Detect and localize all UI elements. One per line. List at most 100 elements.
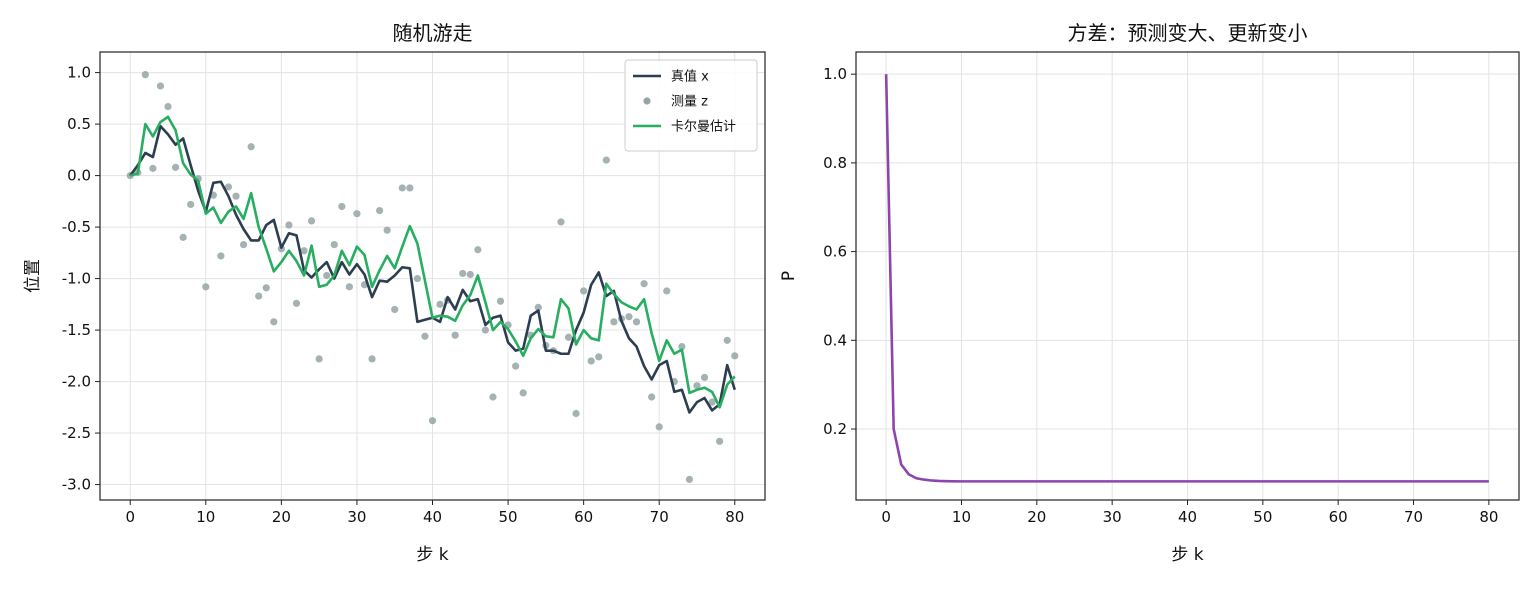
measurement-point <box>391 305 399 314</box>
y-tick-label: 0.0 <box>67 167 91 185</box>
y-tick-label: -1.5 <box>62 321 91 339</box>
measurement-point <box>179 233 187 241</box>
legend-label: 真值 x <box>671 69 709 85</box>
measurement-point <box>474 246 482 254</box>
y-tick-label: 0.5 <box>67 115 91 133</box>
x-tick-label: 50 <box>499 508 518 526</box>
x-tick-label: 20 <box>1027 508 1046 526</box>
measurement-point <box>300 247 308 255</box>
measurement-point <box>723 336 731 344</box>
chart-title: 方差：预测变大、更新变小 <box>1068 21 1308 45</box>
measurement-point <box>338 202 346 211</box>
legend-label: 测量 z <box>671 95 708 110</box>
x-tick-label: 80 <box>1479 508 1498 526</box>
measurement-point <box>595 353 603 361</box>
measurement-point <box>217 252 225 260</box>
x-tick-label: 10 <box>196 508 215 526</box>
measurement-point <box>413 274 421 283</box>
measurement-point <box>202 283 210 291</box>
series-line <box>129 115 736 409</box>
y-tick-label: 1.0 <box>823 65 847 83</box>
measurement-point <box>466 270 474 279</box>
measurement-point <box>255 292 263 300</box>
x-tick-label: 10 <box>952 508 971 526</box>
measurement-point <box>564 333 573 341</box>
measurement-point <box>292 299 301 307</box>
measurement-point <box>156 82 165 90</box>
plot-area <box>126 71 739 484</box>
y-tick-label: -3.0 <box>62 476 91 494</box>
x-tick-label: 40 <box>1178 508 1197 526</box>
measurement-point <box>496 297 505 305</box>
x-tick-label: 70 <box>650 508 669 526</box>
measurement-point <box>149 164 157 172</box>
chart-title: 随机游走 <box>393 21 473 45</box>
x-tick-label: 0 <box>881 508 891 526</box>
measurement-point <box>383 226 391 234</box>
measurement-point <box>610 318 618 326</box>
y-tick-label: 0.4 <box>823 331 847 349</box>
measurement-point <box>663 287 671 295</box>
measurement-point <box>602 156 610 164</box>
y-tick-label: 0.6 <box>823 243 847 261</box>
y-tick-label: -2.5 <box>62 424 91 442</box>
x-tick-label: 60 <box>574 508 593 526</box>
y-tick-label: -0.5 <box>62 218 91 236</box>
measurement-point <box>353 210 361 218</box>
measurement-point <box>376 207 384 215</box>
x-tick-label: 70 <box>1404 508 1423 526</box>
legend-label: 卡尔曼估计 <box>671 120 736 135</box>
measurement-point <box>678 342 686 351</box>
y-tick-label: 0.2 <box>823 420 847 438</box>
y-axis-label: 位置 <box>23 259 43 293</box>
measurement-point <box>625 313 633 321</box>
measurement-point <box>587 357 595 365</box>
measurement-point <box>731 352 739 360</box>
legend-marker <box>643 97 651 105</box>
measurement-point <box>262 284 270 292</box>
x-tick-label: 60 <box>1329 508 1348 526</box>
x-tick-label: 30 <box>1103 508 1122 526</box>
measurement-point <box>239 240 248 249</box>
measurement-point <box>640 280 648 288</box>
chart-2: 0 10 20 30 40 50 60 70 80 1.0 0.8 0.6 0.4 0.2 方差：预测变大、… <box>779 21 1520 565</box>
measurement-point <box>285 221 293 229</box>
series-line <box>884 74 1489 483</box>
measurement-point <box>655 423 663 431</box>
measurement-point <box>315 355 323 363</box>
measurement-point <box>451 331 459 339</box>
measurement-point <box>436 300 444 308</box>
y-tick-label: -2.0 <box>62 373 91 391</box>
measurement-point <box>323 271 331 280</box>
measurement-point <box>693 382 701 390</box>
measurement-point <box>512 362 520 370</box>
measurement-point <box>700 373 709 382</box>
plot-area <box>884 74 1489 483</box>
measurement-point <box>708 398 716 406</box>
measurement-point <box>141 71 149 79</box>
legend-box <box>624 59 758 152</box>
x-tick-label: 50 <box>1253 508 1272 526</box>
measurement-point <box>459 269 467 278</box>
measurement-point <box>232 192 240 200</box>
measurement-point <box>519 389 527 397</box>
x-axis-label: 步 k <box>1171 545 1203 565</box>
measurement-point <box>685 475 694 484</box>
measurement-point <box>572 409 580 418</box>
legend: 真值 x 测量 z 卡尔曼估计 <box>624 59 758 152</box>
measurement-point <box>345 283 353 291</box>
x-tick-label: 20 <box>272 508 291 526</box>
measurement-point <box>406 184 414 192</box>
x-tick-label: 80 <box>725 508 744 526</box>
y-tick-label: 0.8 <box>823 154 847 172</box>
measurement-point <box>398 184 406 192</box>
chart-1: 0 10 20 30 40 50 60 70 80 1.0 0.5 0.0 -0.5 -1.0 -1.5 -2… <box>23 21 766 565</box>
measurement-point <box>171 163 180 171</box>
measurement-point <box>330 240 338 249</box>
measurement-point <box>307 217 316 225</box>
measurement-point <box>481 326 489 334</box>
measurement-point <box>632 318 641 326</box>
measurement-point <box>164 102 172 111</box>
